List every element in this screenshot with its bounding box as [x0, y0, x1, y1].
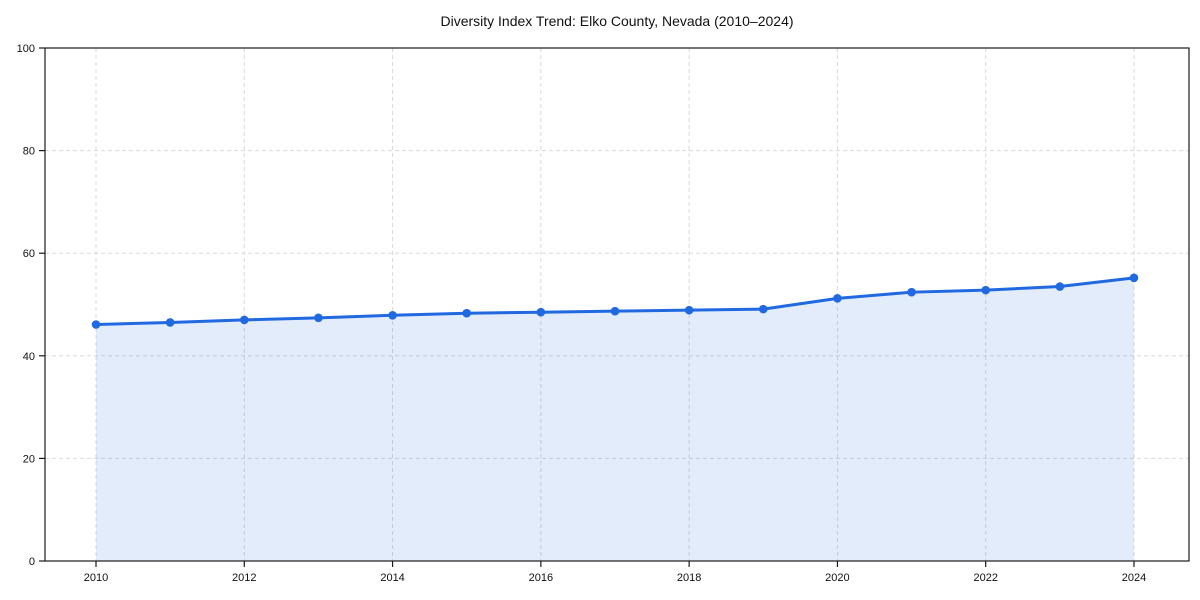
data-point [684, 305, 694, 315]
x-tick-label: 2022 [973, 572, 997, 584]
data-point [239, 315, 249, 325]
x-tick-label: 2010 [84, 572, 108, 584]
data-point [314, 313, 323, 323]
y-tick-label: 20 [23, 453, 35, 465]
data-point [981, 285, 991, 295]
data-point [1129, 273, 1139, 283]
data-point [388, 310, 397, 320]
x-tick-label: 2024 [1122, 572, 1146, 584]
area-fill [96, 277, 1134, 561]
y-tick-label: 40 [23, 351, 35, 363]
x-tick-label: 2014 [380, 572, 404, 584]
x-tick-label: 2012 [232, 572, 256, 584]
data-point [1055, 282, 1065, 291]
y-tick-label: 0 [29, 556, 35, 568]
y-tick-label: 60 [23, 248, 35, 260]
chart-title: Diversity Index Trend: Elko County, Neva… [440, 13, 794, 29]
data-point [610, 306, 620, 316]
data-point [536, 307, 546, 317]
data-point [833, 294, 842, 303]
data-point [907, 287, 916, 297]
data-point [165, 318, 175, 327]
data-point [91, 320, 101, 329]
plot-border [44, 47, 1190, 562]
x-tick-label: 2016 [529, 572, 553, 584]
x-tick-label: 2020 [825, 572, 849, 584]
data-point [758, 304, 768, 314]
y-tick-label: 100 [17, 43, 35, 55]
x-tick-label: 2018 [677, 572, 701, 584]
data-point [462, 308, 472, 318]
y-tick-label: 80 [23, 146, 35, 158]
